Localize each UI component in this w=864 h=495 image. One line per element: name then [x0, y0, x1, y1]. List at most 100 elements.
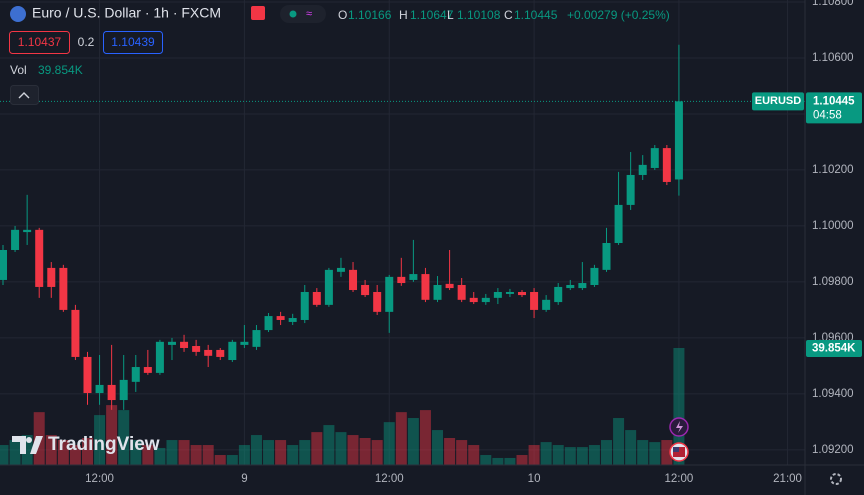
candle-body — [288, 318, 297, 322]
y-tick-label: 1.09400 — [812, 388, 854, 400]
volume-bar — [214, 455, 226, 465]
countdown-text: 04:58 — [813, 109, 842, 121]
candle-body — [180, 341, 189, 348]
bid-price[interactable]: 1.10437 — [18, 35, 62, 49]
candle-body — [264, 316, 273, 331]
volume-bar — [540, 442, 552, 465]
volume-bar — [94, 415, 106, 465]
volume-bar — [576, 447, 588, 465]
volume-bar — [0, 445, 9, 465]
candle-body — [530, 291, 539, 310]
ask-price[interactable]: 1.10439 — [111, 35, 155, 49]
candle-body — [228, 341, 237, 361]
volume-bar — [444, 437, 456, 465]
volume-bar — [528, 445, 540, 465]
candle-body — [252, 330, 261, 347]
y-tick-label: 1.10600 — [812, 52, 854, 64]
logo-text: TradingView — [48, 434, 160, 455]
symbol-title[interactable]: Euro / U.S. Dollar · 1h · FXCM — [32, 5, 221, 21]
candle-body — [324, 269, 333, 305]
volume-bar — [335, 432, 347, 465]
status-pill[interactable] — [280, 5, 326, 23]
candle-body — [216, 349, 225, 357]
candle-body — [385, 276, 394, 312]
candle-body — [361, 284, 370, 296]
volume-bar — [9, 440, 21, 465]
volume-bar — [275, 440, 287, 465]
volume-bar — [359, 437, 371, 465]
volume-bar — [588, 445, 600, 465]
ohlc-label: C — [504, 8, 513, 22]
candle-body — [638, 164, 647, 175]
volume-bar — [57, 440, 69, 465]
volume-bar — [395, 412, 407, 465]
candle-body — [204, 349, 213, 356]
volume-bar — [311, 432, 323, 465]
last-price-text: 1.10445 — [813, 95, 855, 107]
event-glyph — [676, 421, 683, 433]
x-tick-label: 12:00 — [665, 473, 694, 485]
volume-bar — [166, 440, 178, 465]
candle-body — [614, 204, 623, 243]
candle-body — [409, 274, 418, 280]
flag-glyph — [673, 447, 679, 452]
volume-bar — [432, 430, 444, 465]
volume-bar — [226, 455, 238, 465]
y-tick-label: 1.09200 — [812, 444, 854, 456]
collapse-icon — [18, 92, 30, 99]
volume-bar — [347, 435, 359, 465]
volume-bar — [45, 435, 57, 465]
candle-body — [481, 297, 490, 303]
candle-body — [662, 148, 671, 182]
y-tick-label: 1.09800 — [812, 276, 854, 288]
candle-body — [312, 291, 321, 305]
collapse-button[interactable] — [10, 85, 39, 105]
buy-button[interactable] — [103, 31, 163, 54]
x-tick-label: 10 — [528, 473, 541, 485]
volume-bar — [142, 445, 154, 465]
candle-body — [336, 267, 345, 272]
settings-button[interactable] — [830, 473, 842, 485]
flag-button[interactable] — [251, 6, 265, 20]
volume-bar — [649, 442, 661, 465]
candle-body — [602, 242, 611, 270]
candle-body — [349, 269, 358, 291]
sell-button[interactable] — [9, 31, 70, 54]
volume-bar — [190, 445, 202, 465]
x-tick-label: 12:00 — [375, 473, 404, 485]
volume-bar — [202, 445, 214, 465]
candle-body — [373, 291, 382, 312]
candle-body — [566, 284, 575, 289]
candle-body — [119, 379, 128, 401]
volume-bar — [504, 457, 516, 465]
y-tick-label: 1.10000 — [812, 220, 854, 232]
candle-body — [71, 309, 80, 357]
candle-body — [240, 341, 249, 345]
ohlc-value: 1.10108 — [457, 8, 501, 22]
volume-bar — [552, 445, 564, 465]
candle-body — [95, 384, 104, 394]
candle-body — [192, 346, 201, 352]
volume-bar — [383, 422, 395, 465]
x-tick-label: 9 — [241, 473, 247, 485]
volume-bar — [468, 445, 480, 465]
candle-body — [35, 229, 44, 287]
volume-tag — [806, 340, 862, 357]
volume-bar — [81, 437, 93, 465]
candle-body — [457, 284, 466, 300]
candle-body — [542, 299, 551, 310]
last-price-tag — [806, 92, 862, 124]
symbol-icon[interactable] — [10, 6, 26, 22]
candle-body — [155, 341, 164, 373]
candle-body — [131, 367, 140, 382]
volume-bar — [625, 430, 637, 465]
candle-body — [590, 267, 599, 285]
volume-bar — [407, 418, 419, 465]
volume-bar — [130, 440, 142, 465]
logo-dot — [26, 437, 32, 443]
volume-bar — [263, 440, 275, 465]
candle-body — [554, 286, 563, 303]
volume-bar — [238, 445, 250, 465]
